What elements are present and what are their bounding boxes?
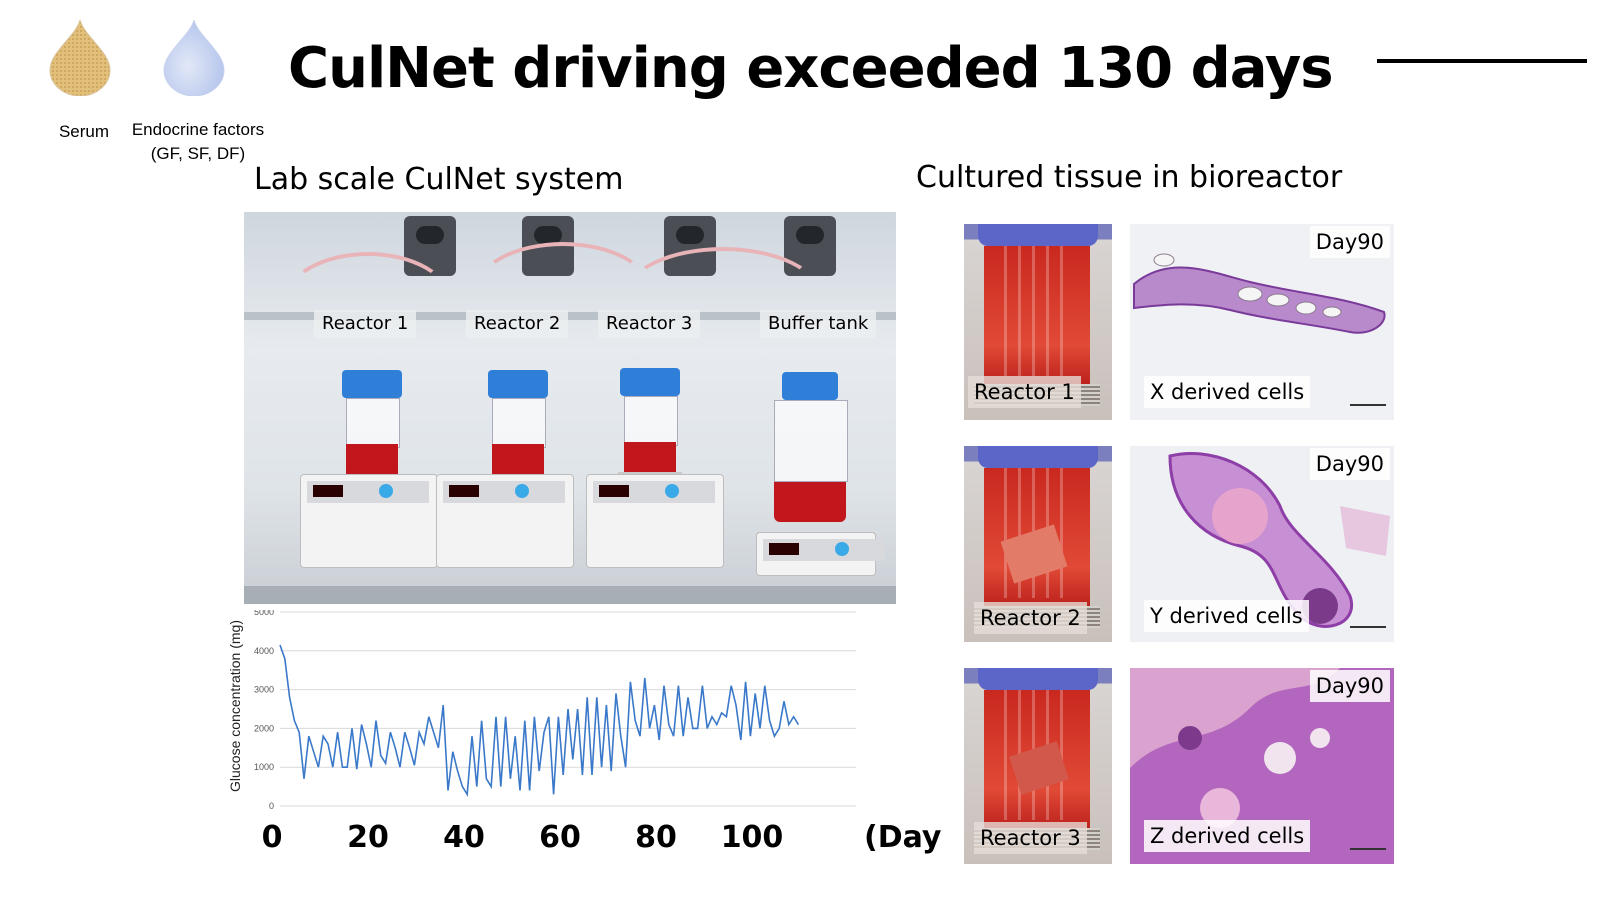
stirrer-1 bbox=[300, 474, 438, 568]
glucose-chart: Glucose concentration (mg) 0100020003000… bbox=[227, 610, 942, 855]
cells-label-row-3: Z derived cells bbox=[1144, 820, 1311, 852]
serum-label: Serum bbox=[58, 122, 110, 141]
stirrer-2 bbox=[436, 474, 574, 568]
cells-label-row-1: X derived cells bbox=[1144, 376, 1311, 408]
y-tick-label: 4000 bbox=[254, 646, 274, 656]
stirrer-4 bbox=[756, 532, 885, 576]
photo-label-reactor-3: Reactor 3 bbox=[598, 310, 701, 338]
x-tick-label: 0 bbox=[262, 820, 283, 855]
y-tick-label: 0 bbox=[269, 801, 274, 811]
x-tick-label: 40 bbox=[443, 820, 485, 855]
stirrer-3 bbox=[586, 474, 724, 568]
day-label-row-3: Day90 bbox=[1309, 670, 1390, 702]
y-tick-label: 3000 bbox=[254, 685, 274, 695]
bottle-label-reactor-3: Reactor 3 bbox=[974, 822, 1087, 854]
tubing bbox=[284, 252, 452, 350]
y-derived-cells-micrograph: Day90 Y derived cells bbox=[1130, 446, 1394, 642]
photo-label-buffer-tank: Buffer tank bbox=[760, 310, 877, 338]
y-tick-label: 5000 bbox=[254, 610, 274, 617]
reactor-2-bottle-photo: Reactor 2 bbox=[964, 446, 1112, 642]
glucose-series-line bbox=[279, 644, 800, 797]
cultured-tissue-section-title: Cultured tissue in bioreactor bbox=[916, 160, 1343, 195]
cells-label-row-2: Y derived cells bbox=[1144, 600, 1309, 632]
scale-bar bbox=[1350, 626, 1386, 628]
y-tick-label: 1000 bbox=[254, 762, 274, 772]
z-derived-cells-micrograph: Day90 Z derived cells bbox=[1130, 668, 1394, 864]
y-axis-label: Glucose concentration (mg) bbox=[227, 620, 243, 792]
endocrine-factors-label: Endocrine factors (GF, SF, DF) bbox=[116, 118, 280, 166]
x-axis-label: (Day) bbox=[864, 820, 942, 855]
y-tick-label: 2000 bbox=[254, 723, 274, 733]
scale-bar bbox=[1350, 404, 1386, 406]
bottle-label-reactor-2: Reactor 2 bbox=[974, 602, 1087, 634]
bottle-label-reactor-1: Reactor 1 bbox=[968, 376, 1081, 408]
lab-scale-section-title: Lab scale CulNet system bbox=[254, 162, 624, 197]
x-tick-label: 80 bbox=[635, 820, 677, 855]
photo-label-reactor-1: Reactor 1 bbox=[314, 310, 417, 338]
slide-title: CulNet driving exceeded 130 days bbox=[288, 36, 1334, 101]
day-label-row-1: Day90 bbox=[1309, 226, 1390, 258]
tubing bbox=[474, 242, 652, 340]
photo-label-reactor-2: Reactor 2 bbox=[466, 310, 569, 338]
x-tick-labels: 0 20 40 60 80 100 bbox=[262, 820, 784, 855]
x-tick-label: 20 bbox=[347, 820, 389, 855]
y-tick-labels: 0 1000 2000 3000 4000 5000 bbox=[254, 610, 274, 811]
serum-drop-icon bbox=[49, 19, 111, 96]
x-tick-label: 60 bbox=[539, 820, 581, 855]
endocrine-factors-drop-icon bbox=[163, 19, 225, 96]
lab-system-photo: Reactor 1 Reactor 2 Reactor 3 Buffer tan… bbox=[244, 212, 896, 604]
pump bbox=[404, 216, 456, 276]
day-label-row-2: Day90 bbox=[1309, 448, 1390, 480]
bench bbox=[244, 586, 896, 604]
tubing bbox=[624, 247, 822, 345]
endocrine-factors-line2: (GF, SF, DF) bbox=[150, 144, 246, 163]
scale-bar bbox=[1350, 848, 1386, 850]
x-derived-cells-micrograph: Day90 X derived cells bbox=[1130, 224, 1394, 420]
x-tick-label: 100 bbox=[721, 820, 784, 855]
reactor-1-bottle-photo: Reactor 1 bbox=[964, 224, 1112, 420]
reactor-3-bottle-photo: Reactor 3 bbox=[964, 668, 1112, 864]
title-rule bbox=[1377, 59, 1587, 63]
x-tissue-section bbox=[1133, 253, 1386, 334]
endocrine-factors-line1: Endocrine factors bbox=[131, 120, 265, 139]
y-tissue-section bbox=[1168, 451, 1390, 628]
